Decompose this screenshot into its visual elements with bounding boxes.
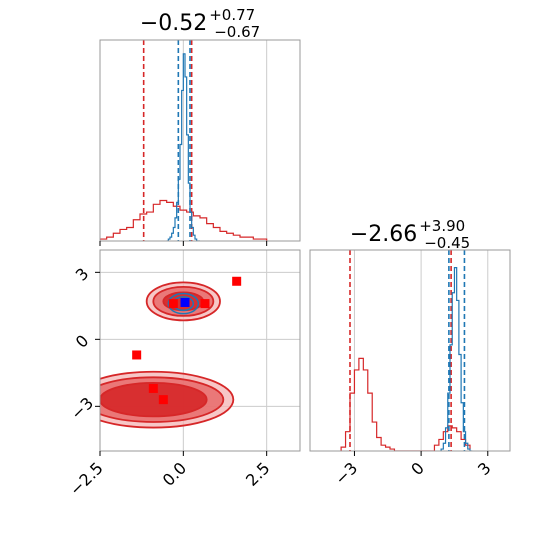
marginal-x-title: −0.52 +0.77 −0.67 [140, 6, 260, 41]
joint-panel: −2.5 0.0 2.5 3 0 −3 [66, 249, 301, 499]
marginal-y-histogram-0 [340, 357, 471, 451]
marginal-y-title-minus: −0.45 [424, 234, 470, 252]
joint-y-tick-label: 3 [72, 264, 93, 285]
marginal-y-tick-label: 0 [407, 458, 428, 479]
joint-contours [100, 276, 242, 429]
joint-red-marker [148, 383, 158, 393]
joint-x-ticks: −2.5 0.0 2.5 [66, 451, 273, 499]
marginal-y-histogram-1 [440, 267, 473, 451]
joint-blue-contour [167, 292, 200, 315]
joint-red-marker [200, 299, 210, 309]
joint-blue-marker [180, 297, 190, 307]
marginal-y-title-value: −2.66 [350, 222, 417, 247]
joint-red-marker [158, 395, 168, 405]
joint-x-tick-label: 0.0 [159, 458, 190, 489]
marginal-y-histograms [340, 250, 473, 451]
marginal-x-histograms [100, 40, 268, 241]
marginal-y-ticks: −3 0 3 [331, 451, 495, 489]
marginal-x-histogram-1 [166, 53, 200, 241]
joint-red-contour [100, 381, 208, 418]
joint-red-marker [232, 276, 242, 286]
joint-y-ticks: 3 0 −3 [67, 264, 100, 424]
marginal-y-title: −2.66 +3.90 −0.45 [350, 217, 470, 252]
marginal-y-tick-label: −3 [331, 458, 361, 488]
joint-frame [99, 249, 301, 452]
marginal-x-histogram-0 [100, 199, 268, 241]
marginal-x-ticks [99, 241, 268, 246]
marginal-x-title-plus: +0.77 [209, 6, 255, 24]
marginal-x-title-minus: −0.67 [214, 23, 260, 41]
joint-x-tick-label: −2.5 [66, 458, 107, 499]
marginal-y-tick-label: 3 [474, 458, 495, 479]
marginal-x-panel: −0.52 +0.77 −0.67 [99, 6, 301, 246]
marginal-y-gridlines [353, 250, 489, 451]
joint-x-tick-label: 2.5 [242, 458, 273, 489]
joint-red-marker [132, 350, 142, 360]
joint-red-marker [168, 299, 178, 309]
marginal-y-frame [309, 249, 511, 452]
marginal-y-title-plus: +3.90 [419, 217, 465, 235]
marginal-x-frame [99, 39, 301, 242]
joint-y-tick-label: 0 [72, 331, 93, 352]
marginal-x-title-value: −0.52 [140, 11, 207, 36]
joint-y-tick-label: −3 [67, 393, 97, 423]
marginal-y-panel: −3 0 3 −2.66 +3.90 −0.45 [309, 217, 511, 489]
